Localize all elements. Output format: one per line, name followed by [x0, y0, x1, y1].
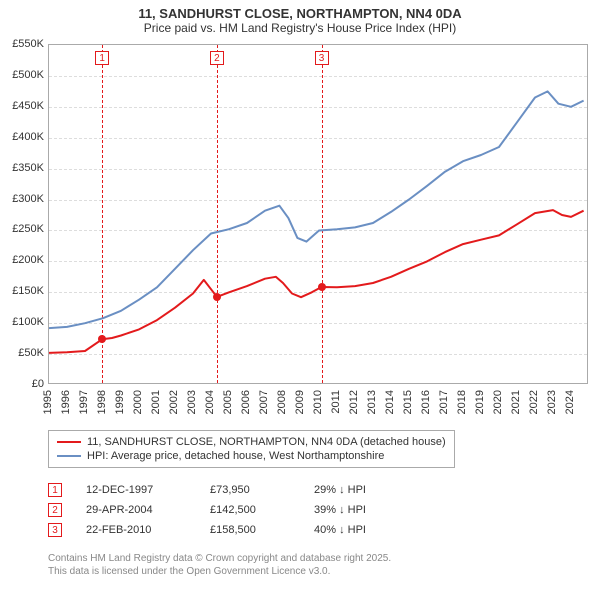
y-tick-label: £250K	[2, 223, 44, 235]
plot-svg	[49, 45, 589, 385]
y-tick-label: £100K	[2, 316, 44, 328]
legend-label-0: 11, SANDHURST CLOSE, NORTHAMPTON, NN4 0D…	[87, 436, 446, 448]
title-block: 11, SANDHURST CLOSE, NORTHAMPTON, NN4 0D…	[0, 0, 600, 39]
x-tick-label: 2005	[222, 390, 234, 414]
x-tick-label: 2007	[258, 390, 270, 414]
sales-diff-0: 29% ↓ HPI	[314, 484, 366, 496]
x-tick-label: 2022	[528, 390, 540, 414]
x-tick-label: 2003	[186, 390, 198, 414]
sales-diff-2: 40% ↓ HPI	[314, 524, 366, 536]
sales-diff-1: 39% ↓ HPI	[314, 504, 366, 516]
legend-row-1: HPI: Average price, detached house, West…	[57, 449, 446, 463]
marker-box-3: 3	[315, 51, 329, 65]
legend: 11, SANDHURST CLOSE, NORTHAMPTON, NN4 0D…	[48, 430, 455, 468]
legend-label-1: HPI: Average price, detached house, West…	[87, 450, 384, 462]
sales-price-2: £158,500	[210, 524, 290, 536]
y-tick-label: £300K	[2, 193, 44, 205]
x-tick-label: 2024	[564, 390, 576, 414]
title-line-2: Price paid vs. HM Land Registry's House …	[0, 21, 600, 35]
sales-date-1: 29-APR-2004	[86, 504, 186, 516]
legend-swatch-0	[57, 441, 81, 443]
x-tick-label: 2011	[330, 390, 342, 414]
y-tick-label: £0	[2, 378, 44, 390]
x-tick-label: 2008	[276, 390, 288, 414]
x-tick-label: 2015	[402, 390, 414, 414]
x-tick-label: 1995	[42, 390, 54, 414]
series-line-hpi	[49, 91, 584, 328]
sales-table: 1 12-DEC-1997 £73,950 29% ↓ HPI 2 29-APR…	[48, 480, 366, 540]
sales-price-0: £73,950	[210, 484, 290, 496]
legend-swatch-1	[57, 455, 81, 457]
sales-row-1: 2 29-APR-2004 £142,500 39% ↓ HPI	[48, 500, 366, 520]
sales-date-2: 22-FEB-2010	[86, 524, 186, 536]
footer-line-1: Contains HM Land Registry data © Crown c…	[48, 552, 391, 565]
marker-dot-1	[98, 335, 106, 343]
y-tick-label: £200K	[2, 254, 44, 266]
x-tick-label: 2018	[456, 390, 468, 414]
x-tick-label: 1997	[78, 390, 90, 414]
x-tick-label: 2020	[492, 390, 504, 414]
sales-box-0: 1	[48, 483, 62, 497]
marker-box-2: 2	[210, 51, 224, 65]
sales-box-1: 2	[48, 503, 62, 517]
y-tick-label: £350K	[2, 162, 44, 174]
x-tick-label: 2006	[240, 390, 252, 414]
marker-dot-2	[213, 293, 221, 301]
sales-box-2: 3	[48, 523, 62, 537]
y-tick-label: £400K	[2, 131, 44, 143]
footer: Contains HM Land Registry data © Crown c…	[48, 552, 391, 578]
x-tick-label: 2009	[294, 390, 306, 414]
x-tick-label: 1998	[96, 390, 108, 414]
x-tick-label: 2001	[150, 390, 162, 414]
x-tick-label: 2017	[438, 390, 450, 414]
chart-container: 11, SANDHURST CLOSE, NORTHAMPTON, NN4 0D…	[0, 0, 600, 590]
footer-line-2: This data is licensed under the Open Gov…	[48, 565, 391, 578]
x-tick-label: 2002	[168, 390, 180, 414]
y-tick-label: £550K	[2, 38, 44, 50]
x-tick-label: 1999	[114, 390, 126, 414]
series-line-price_paid	[49, 210, 584, 353]
x-tick-label: 2023	[546, 390, 558, 414]
x-tick-label: 2014	[384, 390, 396, 414]
x-tick-label: 1996	[60, 390, 72, 414]
marker-box-1: 1	[95, 51, 109, 65]
chart-plot-area: 1 2 3	[48, 44, 588, 384]
sales-price-1: £142,500	[210, 504, 290, 516]
sales-row-0: 1 12-DEC-1997 £73,950 29% ↓ HPI	[48, 480, 366, 500]
x-tick-label: 2013	[366, 390, 378, 414]
sales-date-0: 12-DEC-1997	[86, 484, 186, 496]
x-tick-label: 2000	[132, 390, 144, 414]
y-tick-label: £500K	[2, 69, 44, 81]
legend-row-0: 11, SANDHURST CLOSE, NORTHAMPTON, NN4 0D…	[57, 435, 446, 449]
x-tick-label: 2016	[420, 390, 432, 414]
y-tick-label: £150K	[2, 285, 44, 297]
x-tick-label: 2019	[474, 390, 486, 414]
sales-row-2: 3 22-FEB-2010 £158,500 40% ↓ HPI	[48, 520, 366, 540]
title-line-1: 11, SANDHURST CLOSE, NORTHAMPTON, NN4 0D…	[0, 6, 600, 21]
x-tick-label: 2004	[204, 390, 216, 414]
x-tick-label: 2012	[348, 390, 360, 414]
y-tick-label: £450K	[2, 100, 44, 112]
x-tick-label: 2010	[312, 390, 324, 414]
marker-dot-3	[318, 283, 326, 291]
x-tick-label: 2021	[510, 390, 522, 414]
y-tick-label: £50K	[2, 347, 44, 359]
